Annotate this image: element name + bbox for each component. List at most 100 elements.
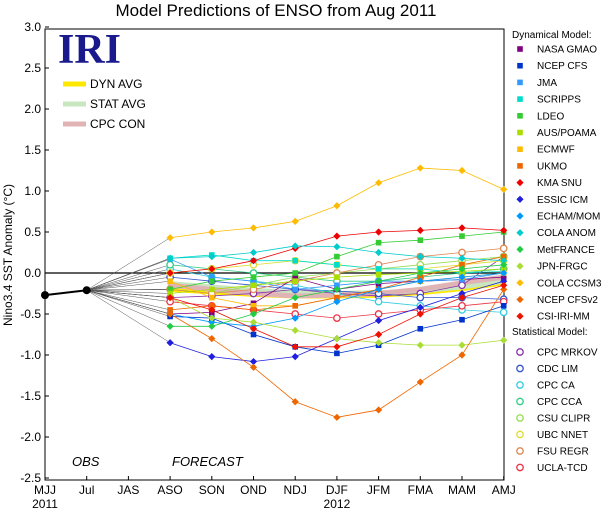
data-point (333, 285, 341, 293)
data-point (416, 277, 424, 285)
chart-title: Model Predictions of ENSO from Aug 2011 (116, 1, 437, 20)
data-point (250, 282, 257, 289)
data-point (458, 254, 466, 262)
connector-line (86, 289, 171, 311)
data-point (416, 341, 424, 349)
data-point (250, 278, 257, 284)
data-point (333, 314, 341, 322)
data-point (208, 318, 216, 326)
y-tick-label: 0.5 (24, 225, 41, 239)
data-point (334, 282, 340, 289)
legend-marker (516, 279, 524, 287)
legend-marker (516, 245, 524, 253)
data-point (416, 378, 424, 386)
data-point (166, 294, 174, 302)
legend-label: ECHAM/MOM (537, 212, 600, 223)
data-point (250, 303, 257, 309)
data-point (333, 243, 341, 251)
data-point (334, 294, 340, 301)
observed-point (41, 291, 49, 300)
year-label: 2011 (32, 497, 58, 509)
data-point (291, 398, 299, 406)
data-point (499, 244, 508, 253)
connector-line (86, 237, 171, 291)
data-point (249, 318, 258, 326)
legend-marker (517, 163, 523, 169)
data-point (374, 310, 383, 318)
legend-marker (516, 295, 524, 304)
data-point (166, 310, 174, 318)
data-point (458, 301, 466, 310)
data-point (375, 228, 383, 236)
data-point (209, 286, 215, 293)
legend-marker (516, 312, 524, 320)
data-point (458, 224, 466, 232)
data-point (166, 269, 174, 277)
data-point (375, 339, 383, 347)
data-point (500, 185, 508, 193)
connector-line (86, 289, 171, 315)
data-point (375, 179, 383, 187)
data-point (208, 265, 216, 273)
data-point (458, 273, 466, 281)
data-point (458, 341, 466, 349)
average-legend-label: STAT AVG (90, 97, 146, 111)
data-point (166, 254, 174, 262)
data-point (334, 262, 340, 268)
data-point (500, 226, 508, 234)
legend-marker (516, 364, 524, 373)
data-point (416, 253, 424, 261)
legend-marker (516, 397, 524, 406)
legend-marker (516, 212, 524, 220)
connector-line (86, 289, 171, 294)
data-point (375, 316, 383, 325)
data-point (375, 406, 383, 414)
data-point (292, 278, 298, 284)
x-tick-label: DJF (326, 483, 348, 497)
legend-label: CSU CLIPR (537, 414, 590, 425)
connector-line (86, 280, 171, 291)
data-point (291, 217, 299, 225)
iri-logo: IRI (58, 27, 121, 73)
x-tick-label: AMJ (492, 483, 516, 497)
connector-line (86, 258, 171, 291)
data-point (208, 335, 216, 343)
data-point (208, 253, 216, 261)
legend-label: NCEP CFS (537, 61, 588, 72)
data-point (417, 266, 424, 272)
legend-label: CPC CCA (537, 397, 582, 408)
legend-marker (516, 229, 524, 237)
connector-line (86, 289, 171, 327)
legend-marker (517, 79, 523, 86)
legend-marker (516, 262, 524, 270)
data-point (416, 164, 424, 172)
data-point (458, 166, 466, 175)
data-point (499, 308, 508, 317)
connector-line (86, 290, 171, 343)
legend-label: SCRIPPS (537, 95, 581, 106)
legend-label: UBC NNET (537, 430, 588, 441)
data-point (208, 353, 216, 361)
data-point (249, 224, 258, 232)
connector-line (86, 289, 171, 298)
x-tick-label: OND (240, 483, 267, 497)
data-point (417, 325, 424, 332)
connector-line (86, 264, 171, 291)
data-point (500, 266, 507, 272)
legend-label: MetFRANCE (537, 245, 595, 256)
y-tick-label: -2.5 (20, 471, 41, 485)
forecast-label: FORECAST (172, 454, 244, 469)
data-point (167, 286, 173, 293)
legend-label: COLA ANOM (537, 228, 596, 239)
y-tick-label: 3.0 (24, 20, 41, 34)
data-point (417, 237, 424, 243)
data-point (459, 233, 465, 239)
y-tick-label: 1.0 (24, 184, 41, 198)
data-point (250, 274, 257, 280)
x-tick-label: MJJ (34, 483, 56, 497)
y-tick-label: 2.0 (24, 102, 41, 116)
forecast-lines (41, 164, 508, 421)
data-point (416, 310, 424, 318)
data-point (209, 278, 215, 284)
